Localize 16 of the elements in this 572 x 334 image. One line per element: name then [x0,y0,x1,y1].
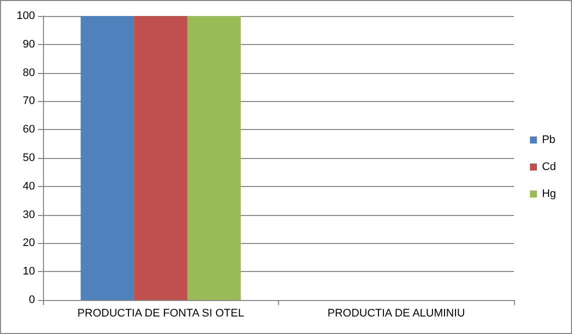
y-tick-label: 20 [22,237,35,250]
y-tick-label: 0 [28,294,35,306]
legend-label: Pb [542,134,556,146]
y-tick-label: 50 [22,152,35,164]
y-tick-label: 90 [22,38,35,50]
y-tick-label: 70 [22,95,35,108]
y-tick-label: 60 [22,124,35,136]
legend-label: Cd [542,161,556,173]
y-tick-label: 100 [16,10,35,22]
x-tick-label: PRODUCTIA DE FONTA SI OTEL [77,308,244,320]
x-tick-label: PRODUCTIA DE ALUMINIU [327,308,466,320]
y-tick-label: 40 [22,180,35,192]
legend-label: Hg [542,188,556,200]
y-tick-label: 30 [22,208,35,221]
y-tick-label: 80 [22,66,35,79]
y-tick-label: 10 [22,266,35,278]
